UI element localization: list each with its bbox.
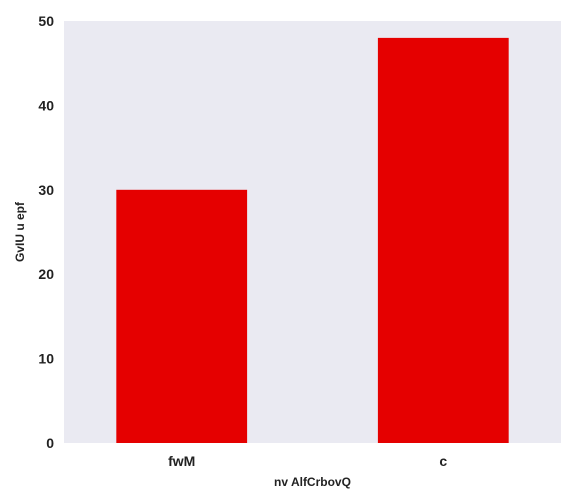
y-tick-label: 30 [38,182,54,198]
y-axis-label: GvIU u epf [13,201,27,262]
x-tick-label: fwM [168,453,195,469]
x-axis-label: nv AlfCrbovQ [274,475,351,489]
x-tick-label: c [439,453,447,469]
y-tick-label: 20 [38,266,54,282]
bar-c [377,37,509,443]
x-axis-ticks: fwM c [168,453,447,469]
y-tick-label: 10 [38,351,54,367]
y-axis-ticks: 0 10 20 30 40 50 [38,13,54,451]
y-tick-label: 0 [46,435,54,451]
bar-fwM [116,189,248,443]
y-tick-label: 50 [38,13,54,29]
y-tick-label: 40 [38,97,54,113]
bars-group [116,37,509,443]
